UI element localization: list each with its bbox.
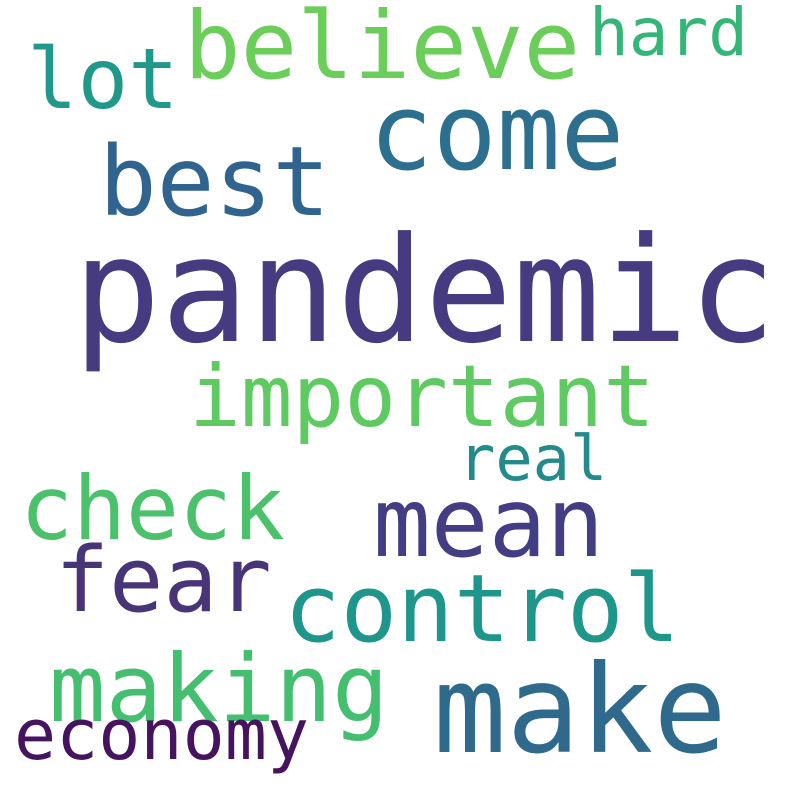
word-control: control: [284, 555, 681, 664]
word-hard: hard: [589, 0, 748, 71]
word-fear: fear: [55, 528, 272, 633]
word-come: come: [369, 71, 625, 194]
word-best: best: [99, 126, 331, 238]
word-mean: mean: [373, 467, 605, 579]
word-making: making: [49, 635, 389, 744]
word-lot: lot: [27, 30, 179, 128]
word-real: real: [458, 422, 608, 495]
word-economy: economy: [14, 694, 310, 776]
word-check: check: [20, 457, 285, 560]
word-believe: believe: [184, 0, 581, 101]
word-make: make: [433, 639, 727, 781]
word-important: important: [189, 347, 655, 447]
word-pandemic: pandemic: [73, 206, 777, 376]
